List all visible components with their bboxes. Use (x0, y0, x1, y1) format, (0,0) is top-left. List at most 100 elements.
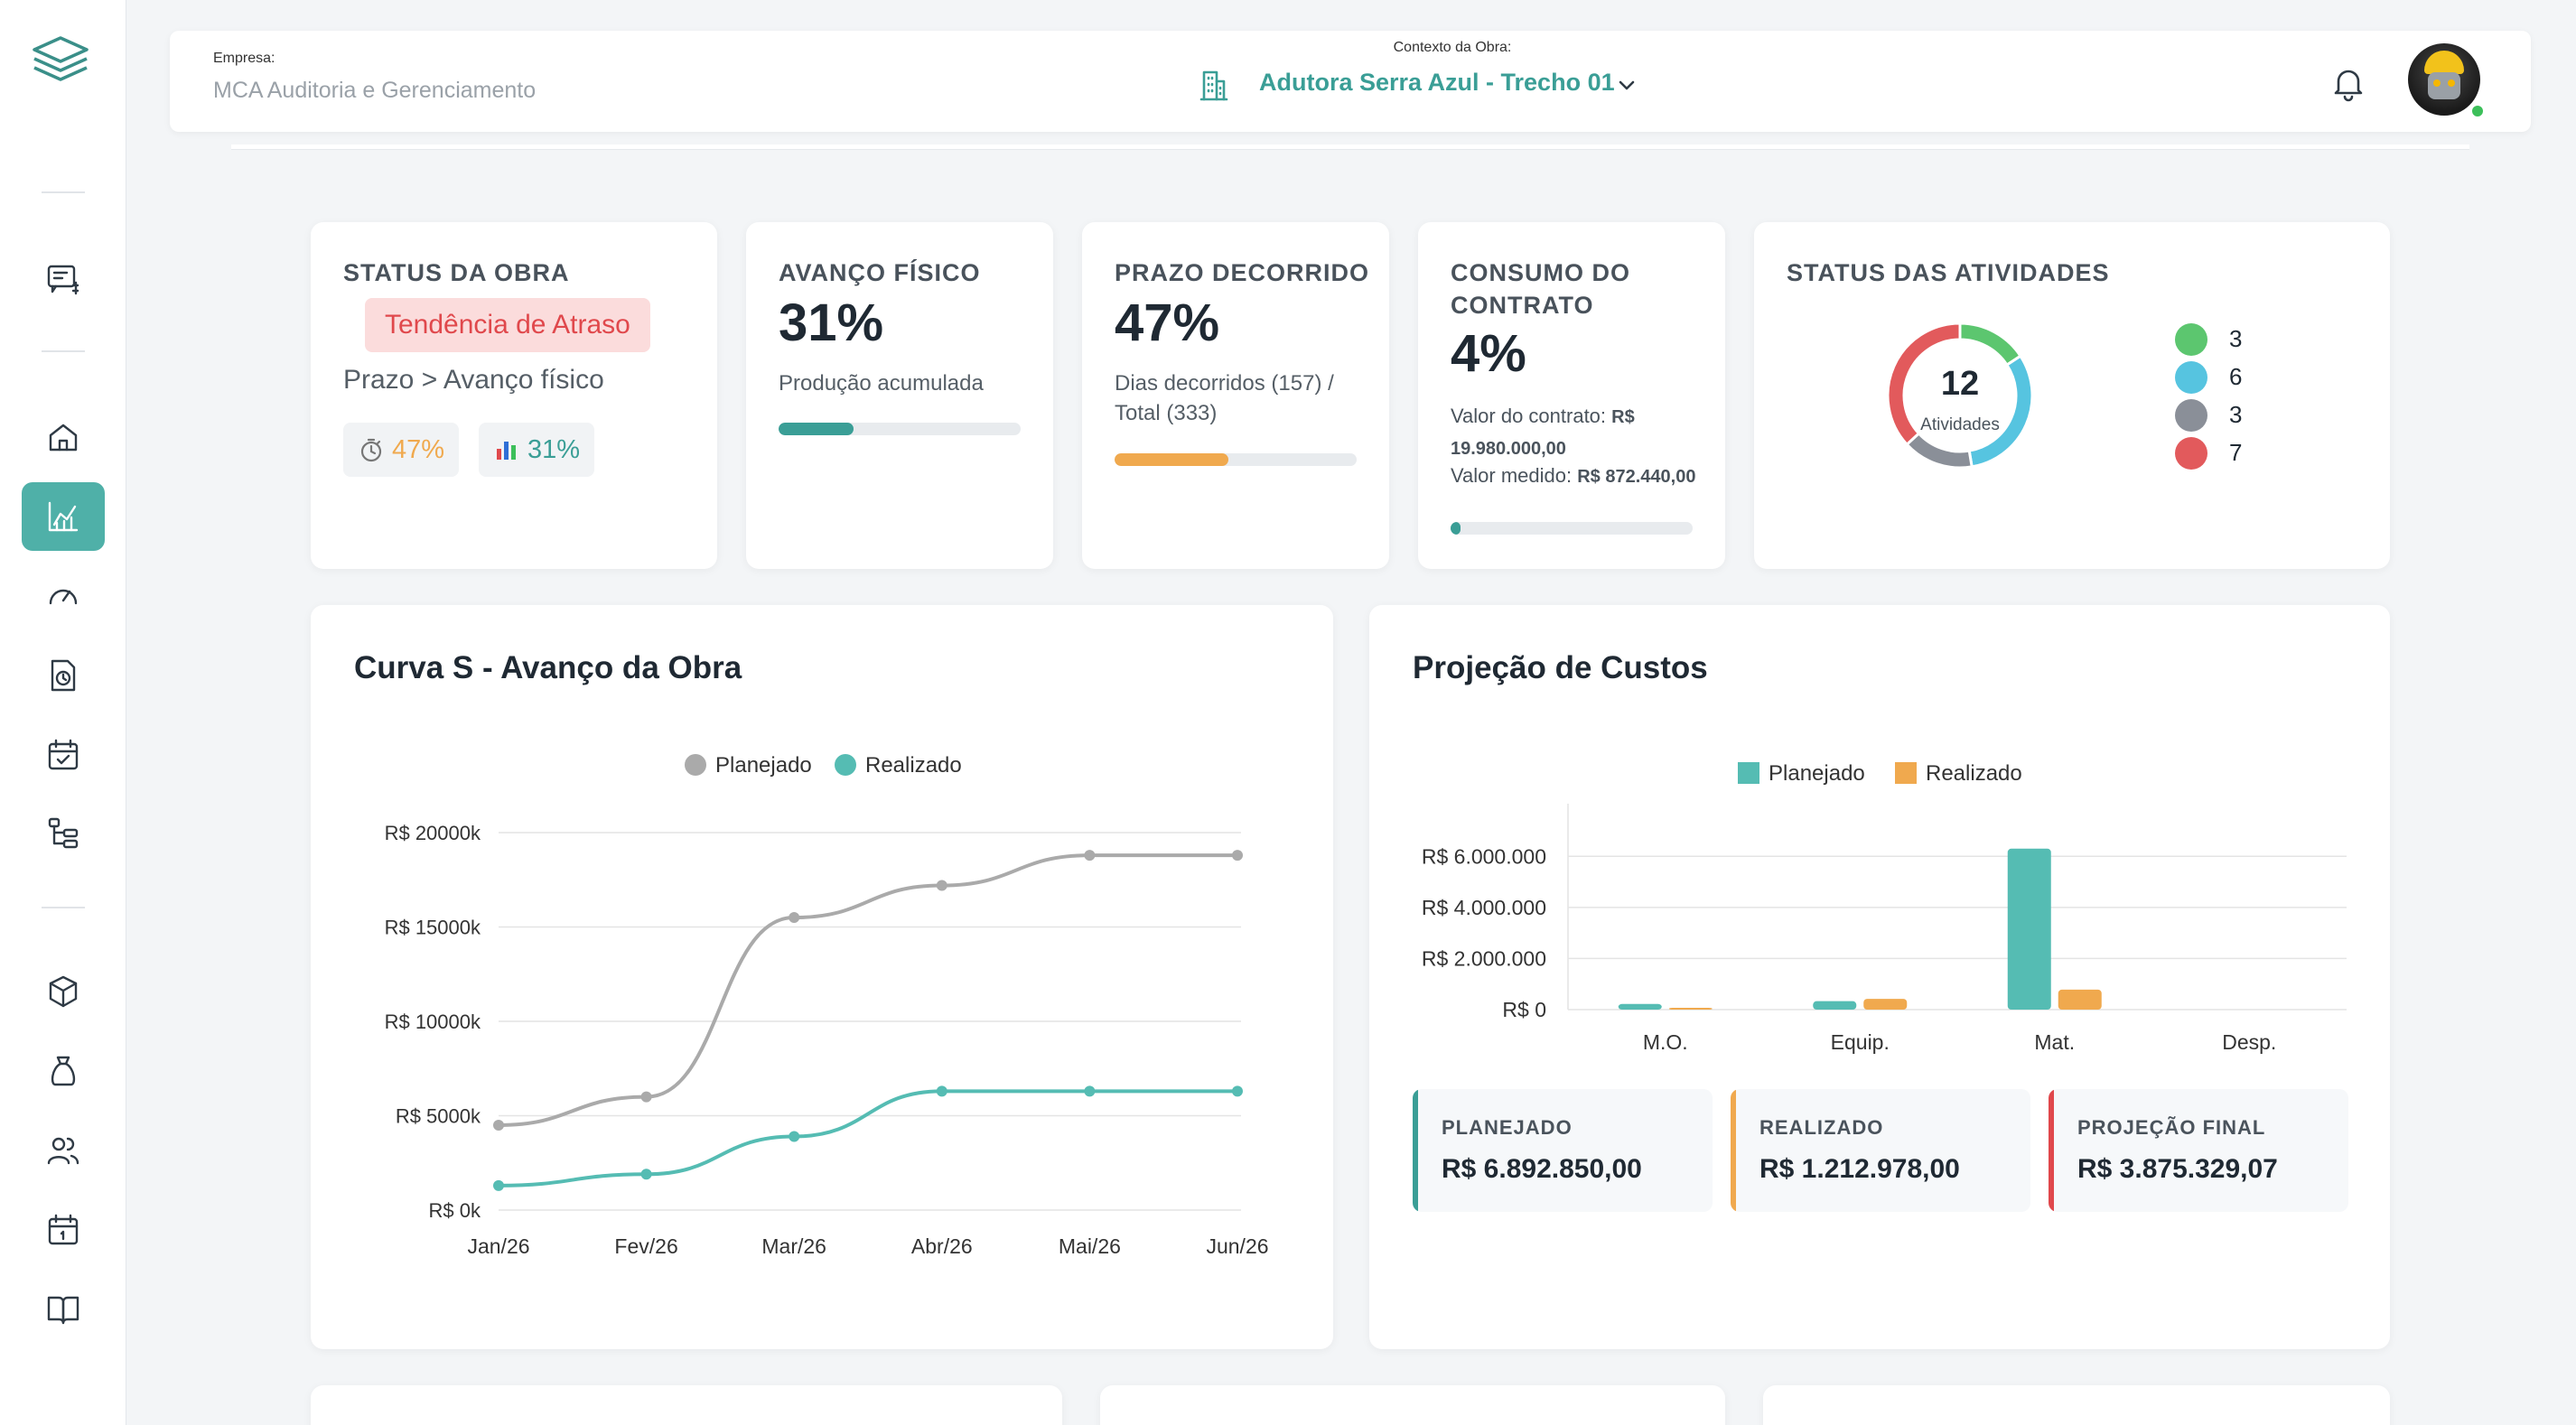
x-tick-label: Desp. (2222, 1030, 2276, 1054)
summary-value: R$ 1.212.978,00 (1759, 1154, 1960, 1184)
summary-realizado: REALIZADO R$ 1.212.978,00 (1731, 1089, 2030, 1212)
x-tick-label: Jan/26 (467, 1234, 529, 1258)
sidebar-item-finance[interactable] (22, 1037, 105, 1105)
money-bag-icon (51, 1056, 76, 1086)
avanco-pill: 31% (479, 423, 595, 477)
legend-value: 7 (2229, 439, 2243, 466)
summary-projecao: PROJEÇÃO FINAL R$ 3.875.329,07 (2049, 1089, 2348, 1212)
summary-label: REALIZADO (1759, 1116, 1884, 1139)
data-point (640, 1091, 652, 1103)
legend-label: Realizado (865, 753, 962, 778)
status-card: STATUS DA OBRA Tendência de Atraso Prazo… (311, 222, 717, 569)
context-selector[interactable]: Adutora Serra Azul - Trecho 01 (1259, 69, 1615, 96)
y-tick-label: R$ 6.000.000 (1422, 844, 1546, 868)
activities-donut (1886, 321, 2034, 470)
company-label: Empresa: (213, 51, 275, 66)
bar (1813, 1001, 1857, 1010)
avanco-progress (779, 423, 1021, 435)
bell-icon[interactable] (2329, 63, 2368, 103)
avanco-sub: Produção acumulada (779, 371, 984, 396)
legend-value: 6 (2229, 363, 2243, 390)
data-point (936, 1085, 947, 1097)
sidebar-item-manual[interactable] (22, 1275, 105, 1344)
contract-label: Valor do contrato: (1451, 405, 1607, 427)
x-tick-label: M.O. (1643, 1030, 1688, 1054)
sidebar-item-calendar[interactable] (22, 1196, 105, 1264)
gauge-icon (49, 589, 78, 605)
activities-title: STATUS DAS ATIVIDADES (1787, 259, 2110, 286)
y-tick-label: R$ 20000k (385, 822, 481, 844)
y-tick-label: R$ 4.000.000 (1422, 896, 1546, 919)
book-icon (47, 1296, 79, 1325)
measured-value-line: Valor medido: R$ 872.440,00 (1451, 461, 1722, 492)
x-tick-label: Mat. (2034, 1030, 2075, 1054)
avanco-title: AVANÇO FÍSICO (779, 259, 981, 286)
x-tick-label: Mai/26 (1059, 1234, 1121, 1258)
stack-logo-icon[interactable] (29, 33, 92, 87)
legend-marker (685, 754, 706, 776)
data-point (640, 1169, 652, 1180)
sidebar-item-materials[interactable] (22, 957, 105, 1026)
sidebar-item-home[interactable] (22, 403, 105, 471)
x-tick-label: Abr/26 (911, 1234, 973, 1258)
contract-value: R$ 19.980.000,00 (1451, 407, 1635, 459)
chevron-down-icon[interactable] (1613, 72, 1640, 99)
x-tick-label: Mar/26 (761, 1234, 826, 1258)
consumo-value: 4% (1451, 324, 1526, 383)
avanco-pill-value: 31% (527, 434, 581, 464)
status-subtitle: Prazo > Avanço físico (343, 365, 604, 395)
sidebar-item-performance[interactable] (22, 562, 105, 630)
avatar[interactable] (2408, 43, 2480, 116)
document-clock-icon (51, 659, 76, 692)
cost-bar-chart: R$ 0 R$ 2.000.000 R$ 4.000.000 R$ 6.000.000… (1422, 761, 2347, 1054)
activities-card: STATUS DAS ATIVIDADES 12 Atividades 3 6 … (1754, 222, 2390, 569)
users-icon (47, 1137, 79, 1165)
y-tick-label: R$ 5000k (396, 1105, 481, 1128)
legend-marker (835, 754, 856, 776)
prazo-pill-value: 47% (392, 434, 445, 464)
chart-icon (48, 501, 79, 532)
y-tick-label: R$ 10000k (385, 1011, 481, 1033)
bottom-card-1 (311, 1385, 1062, 1425)
legend-value: 3 (2229, 325, 2243, 352)
home-icon (49, 424, 78, 452)
sidebar-item-structure[interactable] (22, 798, 105, 867)
top-header: Empresa: MCA Auditoria e Gerenciamento C… (170, 31, 2531, 132)
summary-value: R$ 6.892.850,00 (1442, 1154, 1642, 1184)
data-point (1084, 1085, 1096, 1097)
consumo-card: CONSUMO DO CONTRATO 4% Valor do contrato… (1418, 222, 1725, 569)
data-point (1084, 850, 1096, 862)
legend-dot-red (2175, 437, 2207, 470)
legend-value: 3 (2229, 401, 2243, 428)
bottom-card-3 (1763, 1385, 2390, 1425)
measured-value: R$ 872.440,00 (1577, 467, 1696, 487)
data-point (1232, 1085, 1243, 1097)
x-tick-label: Jun/26 (1206, 1234, 1268, 1258)
data-point (789, 1131, 800, 1142)
sidebar-item-billing[interactable] (22, 246, 105, 314)
y-tick-label: R$ 2.000.000 (1422, 946, 1546, 970)
bar (2058, 989, 2102, 1010)
sidebar-item-schedule[interactable] (22, 721, 105, 789)
x-tick-label: Equip. (1831, 1030, 1890, 1054)
data-point (493, 1179, 504, 1191)
y-tick-label: R$ 0 (1502, 998, 1546, 1021)
online-status-dot (2469, 103, 2486, 119)
activities-total-label: Atividades (1920, 415, 2000, 434)
delay-badge: Tendência de Atraso (365, 298, 650, 352)
sidebar-item-documents[interactable] (22, 641, 105, 710)
prazo-sub: Dias decorridos (157) / Total (333) (1115, 371, 1334, 425)
bar-chart-icon (497, 442, 516, 460)
data-point (1232, 850, 1243, 862)
calendar-icon (48, 1214, 79, 1245)
contract-value-line: Valor do contrato: R$ 19.980.000,00 (1451, 401, 1722, 464)
sidebar-item-team[interactable] (22, 1116, 105, 1185)
summary-label: PROJEÇÃO FINAL (2077, 1116, 2266, 1139)
bar (2007, 848, 2051, 1010)
avanco-card: AVANÇO FÍSICO 31% Produção acumulada (746, 222, 1053, 569)
y-tick-label: R$ 0k (429, 1199, 481, 1222)
sidebar-item-dashboard[interactable] (22, 482, 105, 551)
legend-marker (1738, 762, 1759, 784)
legend-label: Realizado (1926, 761, 2022, 786)
stopwatch-icon (360, 438, 382, 462)
